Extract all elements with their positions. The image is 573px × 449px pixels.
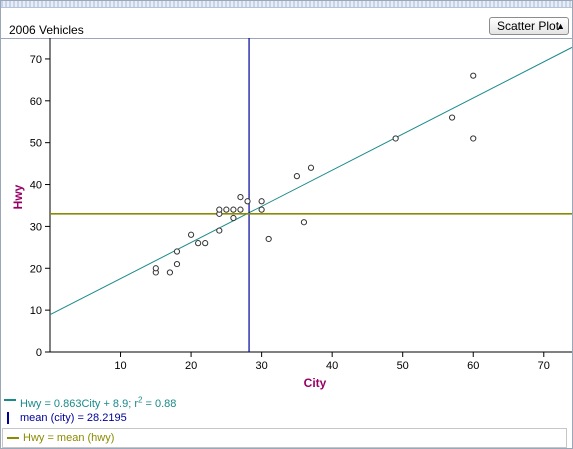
- x-tick-label: 30: [255, 360, 267, 372]
- data-point: [166, 269, 174, 276]
- y-tick-label: 10: [30, 305, 42, 317]
- mean-city-label: mean (city) = 28.2195: [20, 412, 127, 424]
- mean-hwy-swatch: [7, 437, 19, 439]
- x-tick-label: 20: [185, 360, 197, 372]
- data-point: [223, 206, 230, 213]
- data-point: [258, 198, 265, 205]
- x-tick-label: 60: [467, 360, 479, 372]
- data-point: [152, 265, 159, 272]
- regression-equation: Hwy = 0.863City + 8.9; r: [20, 397, 138, 410]
- data-points: [152, 72, 477, 276]
- header-divider: [1, 38, 572, 39]
- legend-mean-hwy[interactable]: Hwy = mean (hwy): [2, 428, 567, 448]
- regression-line: [49, 46, 573, 316]
- data-point: [195, 240, 202, 247]
- r-squared-value: = 0.88: [142, 397, 177, 410]
- data-point: [300, 219, 308, 226]
- y-tick-label: 0: [36, 347, 42, 359]
- mean-city-swatch: [7, 412, 9, 424]
- legend-mean-city[interactable]: mean (city) = 28.2195: [0, 409, 571, 427]
- x-axis-label: City: [304, 376, 327, 390]
- reference-lines: [49, 38, 573, 352]
- data-point: [265, 235, 272, 243]
- y-tick-label: 20: [30, 263, 42, 275]
- r-squared-exponent: 2: [138, 395, 143, 404]
- data-point: [230, 206, 237, 213]
- data-point: [258, 206, 265, 213]
- data-point: [244, 198, 251, 205]
- y-tick-label: 70: [30, 54, 42, 66]
- mean-hwy-label: Hwy = mean (hwy): [23, 432, 115, 444]
- data-point: [202, 240, 209, 247]
- data-point: [307, 164, 315, 171]
- up-down-arrow-icon: ▲︎: [556, 21, 565, 31]
- legend-regression[interactable]: Hwy = 0.863City + 8.9; r2 = 0.88: [0, 391, 571, 410]
- regression-swatch: [4, 399, 16, 401]
- data-point: [216, 227, 223, 234]
- data-point: [470, 72, 477, 79]
- data-point: [216, 206, 223, 213]
- data-point: [230, 214, 237, 222]
- data-point: [470, 135, 477, 142]
- data-point: [392, 135, 399, 142]
- x-tick-label: 10: [114, 360, 126, 372]
- axes-layer: 10 20 30 40 50 60 70 0 10 20 30 40 50 60 70: [30, 38, 572, 372]
- data-point: [173, 260, 181, 268]
- data-point: [448, 114, 456, 121]
- data-point: [237, 193, 244, 201]
- data-point: [293, 173, 300, 180]
- y-tick-label: 50: [30, 138, 42, 150]
- window-top-strip: [1, 1, 572, 8]
- data-point: [187, 231, 195, 238]
- legend: Hwy = 0.863City + 8.9; r2 = 0.88 mean (c…: [0, 391, 571, 448]
- plot-type-value: Scatter Plot: [497, 19, 560, 33]
- y-tick-label: 30: [30, 221, 42, 233]
- window-title: 2006 Vehicles: [9, 23, 84, 37]
- y-tick-label: 60: [30, 96, 42, 108]
- data-point: [173, 248, 181, 255]
- x-tick-label: 70: [538, 360, 550, 372]
- x-tick-label: 50: [397, 360, 409, 372]
- data-point: [237, 206, 244, 213]
- y-axis-label: Hwy: [11, 184, 25, 209]
- y-tick-label: 40: [30, 180, 42, 192]
- x-tick-label: 40: [326, 360, 338, 372]
- plot-type-select[interactable]: Scatter Plot ▲︎: [489, 17, 569, 35]
